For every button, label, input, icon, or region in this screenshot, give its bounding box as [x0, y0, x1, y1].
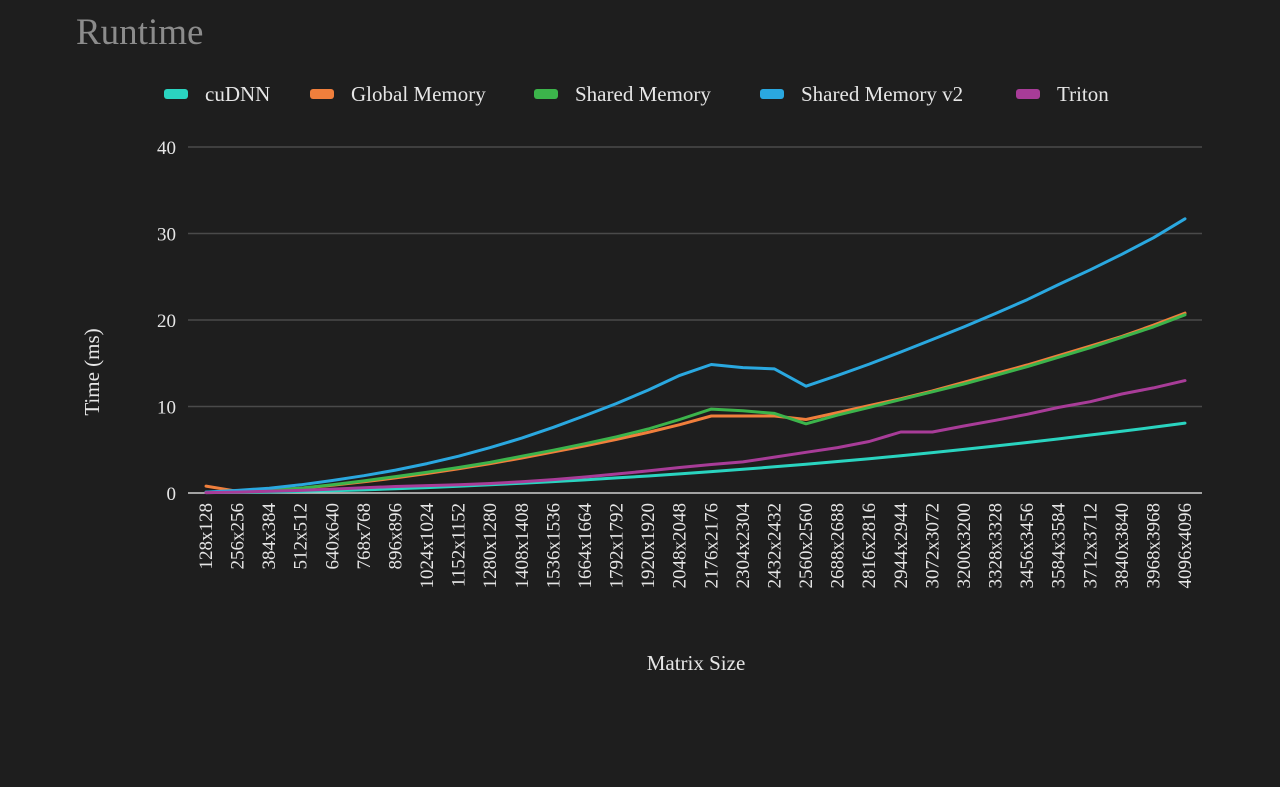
x-tick-label: 896x896 [385, 503, 406, 570]
x-tick-label: 3840x3840 [1112, 503, 1133, 589]
x-tick-label: 256x256 [228, 503, 249, 570]
x-tick-label: 512x512 [291, 503, 312, 570]
x-tick-label: 2048x2048 [670, 503, 691, 589]
x-tick-label: 3072x3072 [922, 503, 943, 589]
x-tick-label: 3456x3456 [1017, 503, 1038, 589]
legend-swatch [164, 89, 188, 99]
x-tick-label: 3584x3584 [1049, 503, 1070, 589]
legend-label: Shared Memory v2 [801, 82, 963, 106]
legend-label: Global Memory [351, 82, 486, 106]
x-tick-label: 1408x1408 [512, 503, 533, 589]
legend-swatch [534, 89, 558, 99]
series-line-triton [204, 379, 1187, 495]
y-tick-label: 40 [157, 138, 176, 159]
y-tick-label: 20 [157, 311, 176, 332]
x-tick-label: 1536x1536 [543, 503, 564, 589]
x-tick-label: 384x384 [259, 503, 280, 570]
legend-swatch [1016, 89, 1040, 99]
legend-label: Triton [1057, 82, 1109, 106]
series-line-shared-memory-v2 [204, 217, 1187, 494]
x-tick-label: 1152x1152 [449, 503, 470, 587]
x-tick-label: 2560x2560 [796, 503, 817, 589]
y-axis-ticks: 0 10 20 30 40 [157, 138, 176, 505]
x-axis-label: Matrix Size [647, 651, 746, 675]
series-line-cudnn [204, 421, 1187, 495]
y-tick-label: 0 [167, 484, 177, 505]
x-tick-label: 4096x4096 [1175, 503, 1196, 589]
x-tick-label: 1280x1280 [480, 503, 501, 589]
x-tick-label: 2816x2816 [859, 503, 880, 589]
x-tick-label: 1024x1024 [417, 503, 438, 589]
y-axis-label: Time (ms) [80, 328, 104, 415]
x-tick-label: 1920x1920 [638, 503, 659, 589]
x-tick-label: 2688x2688 [828, 503, 849, 589]
x-tick-label: 640x640 [322, 503, 343, 570]
series-line-shared-memory [204, 313, 1187, 494]
y-tick-label: 30 [157, 225, 176, 246]
x-tick-label: 3712x3712 [1080, 503, 1101, 589]
legend-label: Shared Memory [575, 82, 711, 106]
legend-swatch [310, 89, 334, 99]
x-tick-label: 3968x3968 [1143, 503, 1164, 589]
y-tick-label: 10 [157, 398, 176, 419]
x-tick-label: 2176x2176 [701, 503, 722, 589]
x-tick-label: 1792x1792 [607, 503, 628, 589]
x-tick-label: 1664x1664 [575, 503, 596, 589]
legend-label: cuDNN [205, 82, 270, 106]
legend-swatch [760, 89, 784, 99]
x-tick-label: 2944x2944 [891, 503, 912, 589]
x-tick-label: 3328x3328 [986, 503, 1007, 589]
series-lines [204, 217, 1187, 495]
legend: cuDNN Global Memory Shared Memory Shared Me… [164, 82, 1109, 106]
x-tick-label: 768x768 [354, 503, 375, 570]
x-tick-label: 2432x2432 [764, 503, 785, 589]
x-tick-label: 3200x3200 [954, 503, 975, 589]
x-tick-label: 128x128 [196, 503, 217, 570]
chart-title: Runtime [76, 12, 203, 53]
x-tick-label: 2304x2304 [733, 503, 754, 589]
gridlines [188, 146, 1202, 494]
x-axis-ticks: 128x128 256x256 384x384 512x512 640x640 768x7… [196, 503, 1196, 589]
